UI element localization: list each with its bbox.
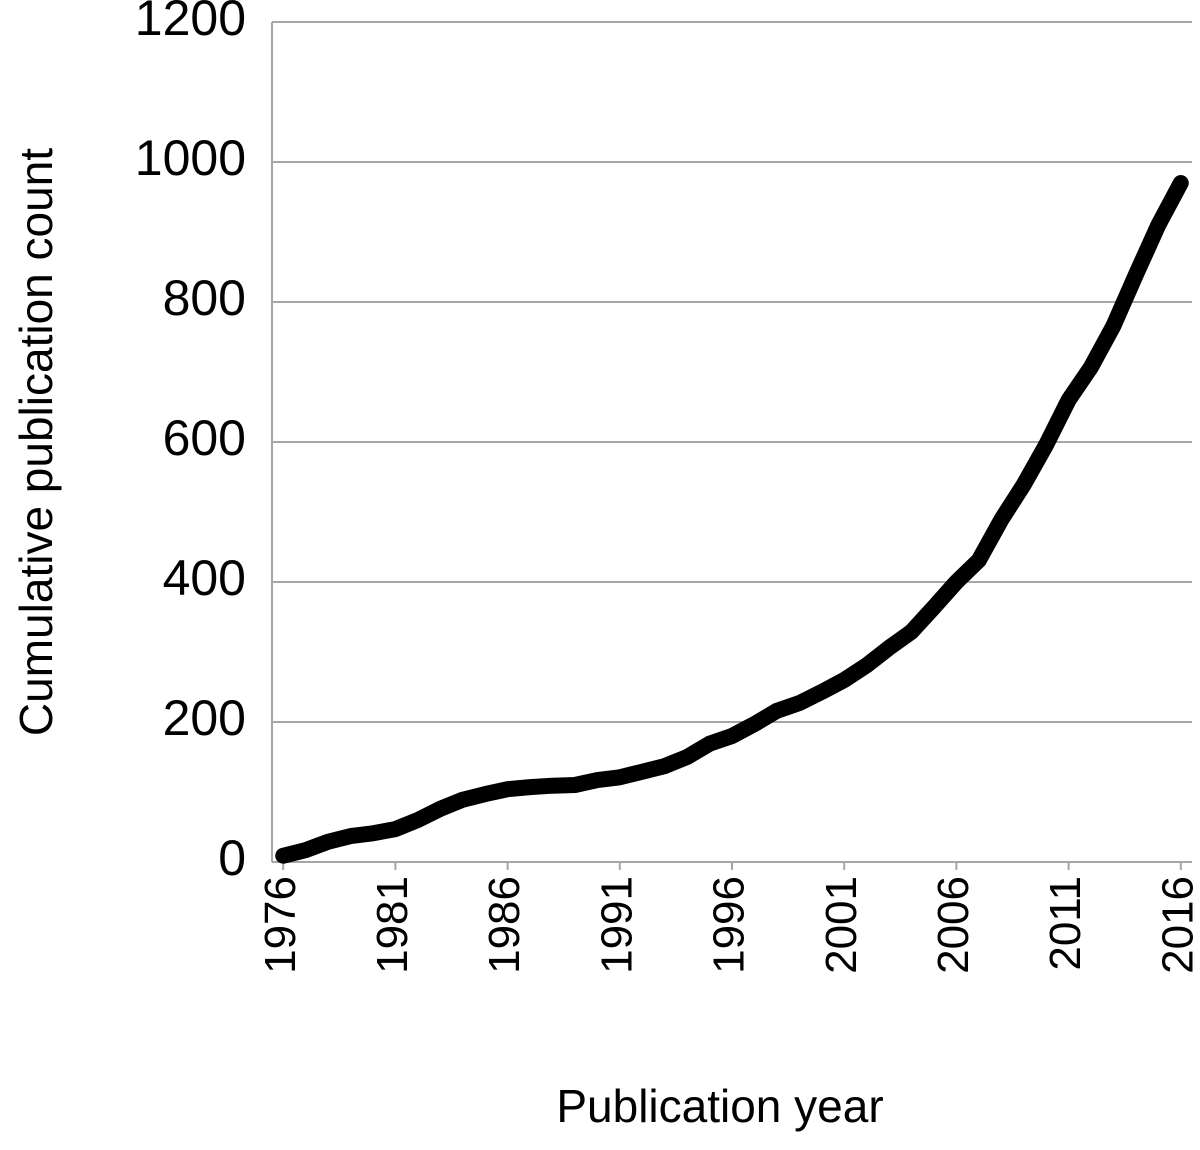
x-tick-label: 1996 (705, 876, 754, 974)
y-tick-label: 1000 (135, 130, 246, 186)
y-axis-title: Cumulative publication count (10, 148, 62, 736)
y-tick-label: 200 (163, 690, 246, 746)
x-axis-title: Publication year (556, 1080, 883, 1132)
x-tick-label: 1976 (256, 876, 305, 974)
x-tick-label: 2016 (1153, 876, 1200, 974)
x-tick-label: 2006 (929, 876, 978, 974)
x-tick-label: 2001 (817, 876, 866, 974)
x-tick-label: 1991 (592, 876, 641, 974)
x-tick-label: 1981 (368, 876, 417, 974)
x-tick-label: 2011 (1041, 876, 1090, 971)
y-tick-label: 400 (163, 550, 246, 606)
y-tick-label: 800 (163, 270, 246, 326)
y-tick-label: 0 (218, 830, 246, 886)
x-tick-label: 1986 (480, 876, 529, 974)
y-tick-label: 1200 (135, 0, 246, 46)
data-line (275, 175, 1189, 864)
y-tick-label: 600 (163, 410, 246, 466)
